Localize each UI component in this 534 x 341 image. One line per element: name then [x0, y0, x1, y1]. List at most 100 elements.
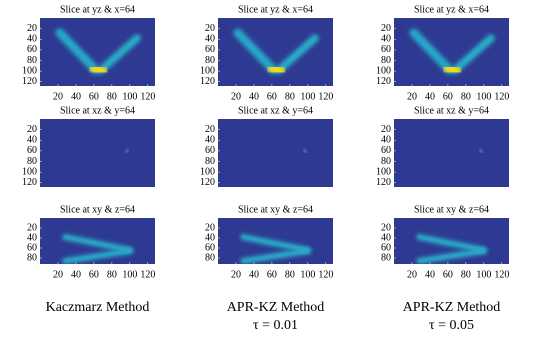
blob-core	[448, 68, 457, 71]
x-tick-label: 100	[476, 91, 491, 102]
x-tick-label: 120	[494, 91, 509, 102]
panel-title: Slice at yz & x=64	[238, 4, 313, 15]
y-tick-label: 120	[22, 76, 37, 87]
heatmap-bg	[394, 18, 509, 86]
figure: Slice at yz & x=642040608010012020406080…	[0, 0, 534, 336]
panel-title: Slice at xz & y=64	[238, 105, 313, 116]
x-tick-label: 100	[300, 269, 315, 280]
y-tick-label: 20	[381, 23, 391, 34]
x-tick-label: 40	[249, 269, 259, 280]
panel-title: Slice at xy & z=64	[238, 204, 313, 215]
x-tick-label: 100	[476, 269, 491, 280]
x-tick-label: 120	[318, 91, 333, 102]
y-tick-label: 80	[27, 156, 37, 167]
y-tick-label: 60	[27, 145, 37, 156]
x-tick-label: 20	[53, 91, 63, 102]
x-tick-label: 60	[443, 269, 453, 280]
caption-method: Kaczmarz Method	[46, 300, 150, 315]
y-tick-label: 80	[205, 252, 215, 263]
y-tick-label: 20	[205, 23, 215, 34]
heatmap	[218, 18, 333, 86]
x-tick-label: 20	[231, 269, 241, 280]
y-tick-label: 40	[205, 34, 215, 45]
y-tick-label: 100	[22, 166, 37, 177]
y-tick-label: 20	[27, 124, 37, 135]
x-tick-label: 20	[407, 91, 417, 102]
x-tick-label: 80	[461, 269, 471, 280]
x-tick-label: 20	[231, 91, 241, 102]
y-tick-label: 80	[27, 55, 37, 66]
y-tick-label: 40	[381, 135, 391, 146]
y-tick-label: 120	[376, 76, 391, 87]
caption-method: APR-KZ Method	[403, 300, 501, 315]
x-tick-label: 80	[461, 91, 471, 102]
y-tick-label: 60	[205, 145, 215, 156]
y-tick-label: 60	[27, 44, 37, 55]
x-tick-label: 120	[140, 91, 155, 102]
x-tick-label: 80	[285, 91, 295, 102]
heatmap	[394, 218, 509, 264]
blob-core	[94, 68, 103, 71]
y-tick-label: 120	[200, 76, 215, 87]
y-tick-label: 60	[205, 44, 215, 55]
blob-core	[272, 68, 281, 71]
x-tick-label: 100	[122, 269, 137, 280]
panel-title: Slice at xz & y=64	[414, 105, 489, 116]
heatmap	[394, 18, 509, 86]
x-tick-label: 40	[249, 91, 259, 102]
caption-param: τ = 0.01	[253, 318, 298, 333]
y-tick-label: 80	[381, 252, 391, 263]
y-tick-label: 20	[381, 124, 391, 135]
x-tick-label: 40	[425, 91, 435, 102]
heatmap	[40, 18, 155, 86]
y-tick-label: 100	[376, 166, 391, 177]
x-tick-label: 80	[285, 269, 295, 280]
y-tick-label: 120	[200, 177, 215, 188]
x-tick-label: 60	[443, 91, 453, 102]
heatmap	[218, 218, 333, 264]
x-tick-label: 120	[494, 269, 509, 280]
panel-title: Slice at yz & x=64	[60, 4, 135, 15]
y-tick-label: 40	[205, 135, 215, 146]
caption-param: τ = 0.05	[429, 318, 474, 333]
heatmap	[40, 218, 155, 264]
caption-method: APR-KZ Method	[227, 300, 325, 315]
y-tick-label: 120	[22, 177, 37, 188]
y-tick-label: 100	[200, 166, 215, 177]
panel-title: Slice at xy & z=64	[414, 204, 489, 215]
y-tick-label: 80	[381, 55, 391, 66]
x-tick-label: 100	[122, 91, 137, 102]
y-tick-label: 20	[205, 124, 215, 135]
y-tick-label: 20	[27, 23, 37, 34]
x-tick-label: 60	[267, 91, 277, 102]
y-tick-label: 40	[381, 34, 391, 45]
panel-title: Slice at xy & z=64	[60, 204, 135, 215]
x-tick-label: 40	[71, 91, 81, 102]
y-tick-label: 100	[200, 65, 215, 76]
y-tick-label: 100	[22, 65, 37, 76]
x-tick-label: 80	[107, 269, 117, 280]
y-tick-label: 60	[381, 44, 391, 55]
y-tick-label: 80	[205, 55, 215, 66]
x-tick-label: 60	[89, 91, 99, 102]
panel-title: Slice at yz & x=64	[414, 4, 489, 15]
y-tick-label: 80	[27, 252, 37, 263]
y-tick-label: 100	[376, 65, 391, 76]
x-tick-label: 80	[107, 91, 117, 102]
y-tick-label: 40	[27, 34, 37, 45]
x-tick-label: 20	[407, 269, 417, 280]
y-tick-label: 120	[376, 177, 391, 188]
x-tick-label: 40	[425, 269, 435, 280]
y-tick-label: 80	[205, 156, 215, 167]
heatmap-bg	[218, 18, 333, 86]
heatmap	[40, 119, 155, 187]
y-tick-label: 40	[27, 135, 37, 146]
y-tick-label: 60	[381, 145, 391, 156]
x-tick-label: 100	[300, 91, 315, 102]
heatmap	[218, 119, 333, 187]
heatmap-bg	[40, 18, 155, 86]
x-tick-label: 40	[71, 269, 81, 280]
heatmap	[394, 119, 509, 187]
x-tick-label: 120	[140, 269, 155, 280]
x-tick-label: 60	[89, 269, 99, 280]
